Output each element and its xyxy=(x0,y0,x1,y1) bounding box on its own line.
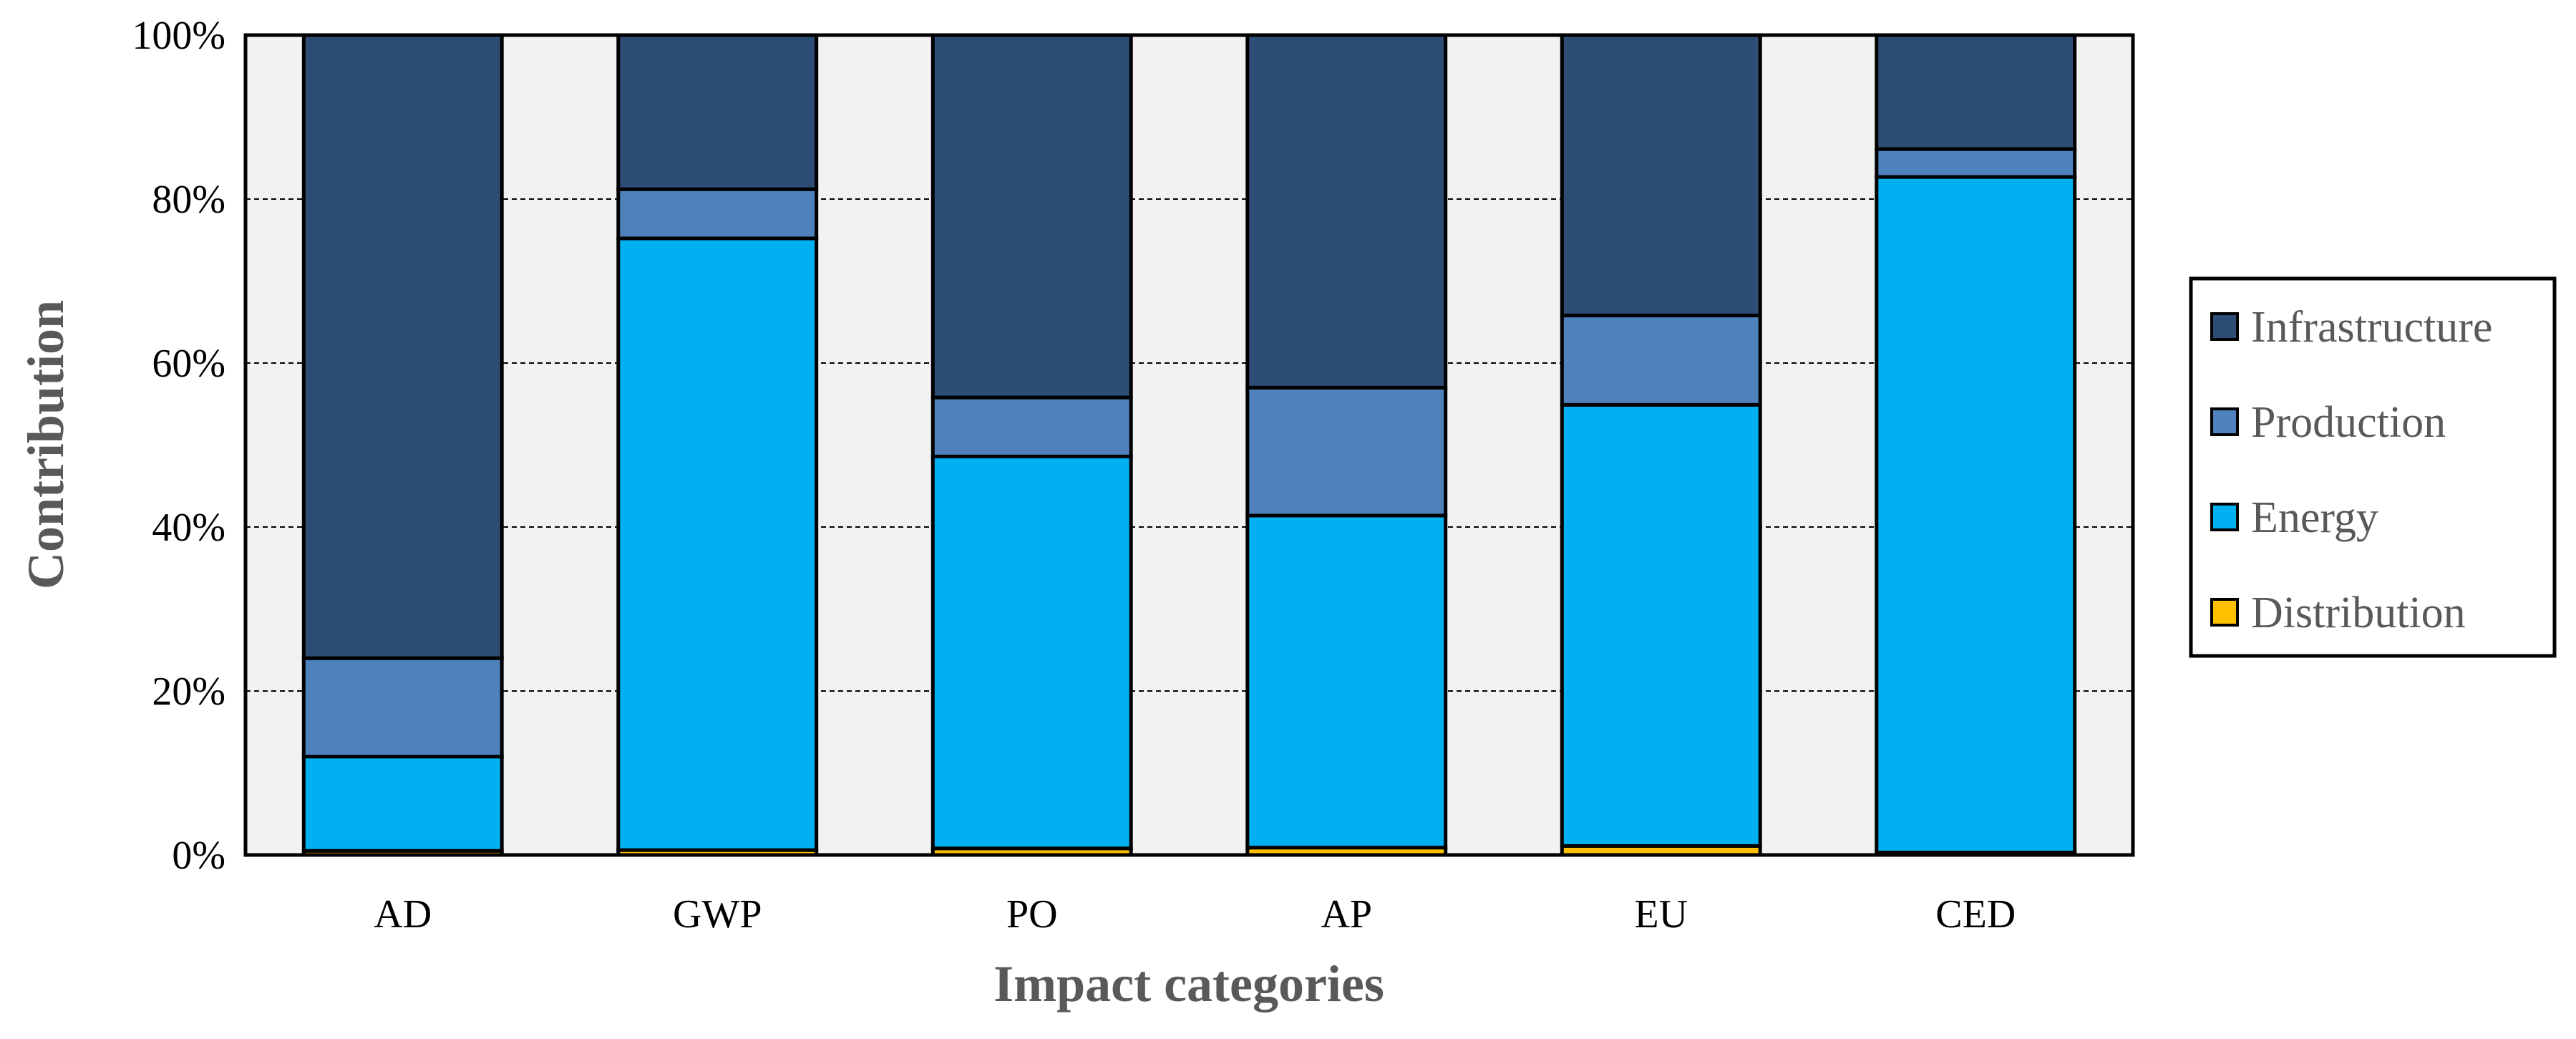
y-tick-label: 40% xyxy=(152,506,225,550)
bar-segment-production xyxy=(930,395,1133,459)
x-tick-label: CED xyxy=(1935,892,2016,937)
bar-segment-infrastructure xyxy=(301,33,504,660)
bar-segment-infrastructure xyxy=(1245,33,1448,390)
x-tick-label: AD xyxy=(374,892,432,937)
legend-swatch xyxy=(2210,503,2239,531)
y-tick-label: 60% xyxy=(152,342,225,386)
plot-border xyxy=(243,33,2135,857)
legend-label: Production xyxy=(2251,398,2446,447)
y-tick-label: 80% xyxy=(152,178,225,222)
legend: Infrastructure Production Energy Distributi… xyxy=(2189,276,2557,658)
y-tick-labels: 0% 20% 40% 60% 80% 100% xyxy=(132,14,225,878)
bar-segment-infrastructure xyxy=(1560,33,1762,318)
bar-segment-infrastructure xyxy=(1875,33,2077,151)
x-tick-label: AP xyxy=(1321,892,1372,937)
bar-segment-energy xyxy=(1875,175,2077,855)
bar-segment-infrastructure xyxy=(930,33,1133,400)
bar-segment-energy xyxy=(616,236,819,852)
bar-segment-energy xyxy=(301,755,504,853)
legend-swatch xyxy=(2210,407,2239,436)
y-tick-label: 100% xyxy=(132,14,225,58)
x-tick-label: PO xyxy=(1006,892,1058,937)
bar-segment-production xyxy=(1875,147,2077,179)
gridlines xyxy=(246,198,2133,692)
x-tick-labels: AD GWP PO AP EU CED xyxy=(374,892,2016,937)
bar-segment-energy xyxy=(930,455,1133,851)
legend-swatch xyxy=(2210,312,2239,341)
bar-segment-energy xyxy=(1560,402,1762,848)
bar-segment-production xyxy=(616,187,819,241)
y-tick-label: 0% xyxy=(172,833,225,878)
x-axis-title: Impact categories xyxy=(993,955,1384,1013)
bar-segment-production xyxy=(301,656,504,759)
y-axis-title: Contribution xyxy=(17,300,74,589)
x-tick-label: EU xyxy=(1634,892,1688,937)
bar-segment-production xyxy=(1245,385,1448,518)
legend-label: Infrastructure xyxy=(2251,303,2492,352)
legend-swatch xyxy=(2210,598,2239,627)
bar-segment-energy xyxy=(1245,513,1448,850)
legend-label: Energy xyxy=(2251,493,2378,542)
x-tick-label: GWP xyxy=(673,892,762,937)
legend-box xyxy=(2189,276,2557,658)
bar-segment-production xyxy=(1560,314,1762,407)
plot-area xyxy=(246,35,2133,855)
y-tick-label: 20% xyxy=(152,670,225,714)
bar-segment-infrastructure xyxy=(616,33,819,191)
bars xyxy=(301,33,2077,857)
legend-label: Distribution xyxy=(2251,589,2466,637)
